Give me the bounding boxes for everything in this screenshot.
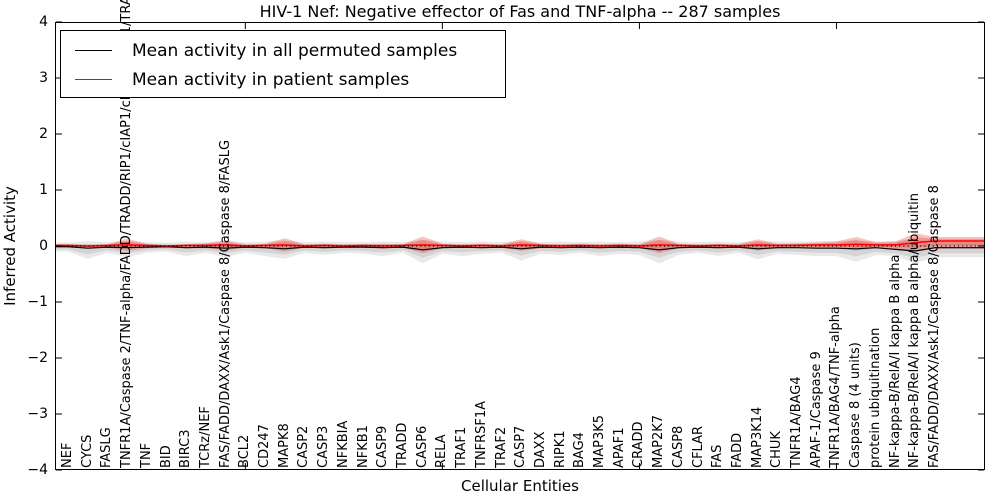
entity-label: protein ubiquitination (867, 327, 883, 468)
patient-mean-line (55, 240, 985, 247)
permuted-mean-line (55, 245, 985, 252)
entity-label: TNFR1A/BAG4/TNF-alpha (828, 306, 844, 468)
entity-label: CASP6 (414, 425, 430, 468)
entity-label: FAS (710, 444, 726, 468)
entity-label: CRADD (631, 421, 647, 469)
entity-label: CASP8 (670, 425, 686, 468)
patient-samples-std-band-inner (55, 237, 985, 250)
entity-label: APAF-1/Caspase 9 (808, 351, 824, 468)
entity-label: DAXX (532, 431, 548, 469)
legend-item-permuted: Mean activity in all permuted samples (61, 36, 505, 65)
y-tick-label: 2 (39, 126, 48, 142)
entity-label: RELA (434, 434, 450, 468)
legend: Mean activity in all permuted samples Me… (60, 30, 506, 98)
entity-label: MAPK8 (276, 423, 292, 468)
entity-label: TCRz/NEF (197, 406, 213, 468)
legend-line-sample-black (75, 50, 112, 51)
entity-label: BID (158, 445, 174, 468)
chart-title: HIV-1 Nef: Negative effector of Fas and … (259, 2, 781, 21)
entity-label: APAF1 (611, 427, 627, 468)
entity-label: BIRC3 (178, 429, 194, 469)
legend-label-permuted: Mean activity in all permuted samples (132, 40, 458, 61)
x-axis-label: Cellular Entities (461, 477, 579, 495)
y-tick-label: 1 (39, 182, 48, 198)
y-tick-label: −4 (27, 462, 48, 478)
entity-label: MAP2K7 (651, 414, 667, 468)
y-tick-label: 0 (39, 238, 48, 254)
entity-label: NFKB1 (355, 425, 371, 468)
entity-label: BAG4 (572, 432, 588, 468)
permuted-samples-std-band-inner (55, 243, 985, 259)
entity-label: CD247 (257, 424, 273, 468)
entity-label: TNFRSF1A (473, 400, 489, 468)
entity-label: CASP2 (296, 425, 312, 468)
entity-label: CASP9 (375, 425, 391, 468)
y-tick-label: −1 (27, 294, 48, 310)
y-axis-label: Inferred Activity (1, 186, 19, 306)
legend-line-sample-red (75, 79, 112, 80)
entity-label: NF-kappa-B/RelA/I kappa B alpha (887, 254, 903, 468)
entity-label: FAS/FADD/DAXX/Ask1/Caspase 8/Caspase 8/F… (217, 139, 233, 468)
y-tick-label: −3 (27, 406, 48, 422)
entity-label: NF-kappa-B/RelA/I kappa B alpha/ubiquiti… (907, 193, 923, 468)
entity-label: CYCS (79, 434, 95, 468)
legend-item-patient: Mean activity in patient samples (61, 65, 505, 94)
entity-label: NFKBIA (335, 420, 351, 468)
entity-label: FAS/FADD/DAXX/Ask1/Caspase 8/Caspase 8 (927, 185, 942, 468)
y-tick-label: 4 (39, 14, 48, 30)
y-tick-label: −2 (27, 350, 48, 366)
entity-label: TRAF1 (454, 426, 470, 468)
y-tick-label: 3 (39, 70, 48, 86)
entity-label: FASLG (99, 427, 115, 468)
entity-label: CHUK (769, 431, 785, 468)
entity-label: TRAF2 (493, 426, 509, 468)
entity-label: Caspase 8 (4 units) (848, 342, 864, 468)
entity-label: TNF (138, 442, 154, 468)
entity-label: BCL2 (237, 434, 253, 468)
entity-label: MAP3K14 (749, 406, 765, 468)
entity-label: NEF (60, 442, 75, 468)
entity-label: CASP3 (316, 425, 332, 468)
entity-label: MAP3K5 (592, 414, 608, 468)
entity-label: CFLAR (690, 425, 706, 468)
entity-label: RIPK1 (552, 430, 568, 468)
entity-label: FADD (729, 432, 745, 468)
entity-label: CASP7 (513, 425, 529, 468)
legend-label-patient: Mean activity in patient samples (132, 69, 410, 90)
entity-label: TNFR1A/BAG4 (789, 376, 805, 468)
entity-label: TRADD (394, 422, 410, 468)
axes-frame (55, 22, 985, 470)
